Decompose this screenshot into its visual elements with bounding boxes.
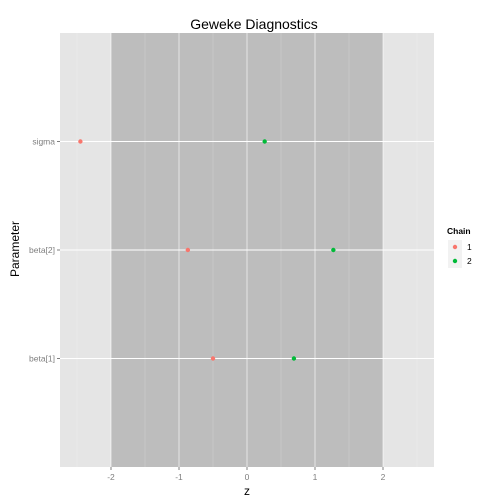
data-points — [78, 139, 336, 361]
x-axis: -2 -1 0 1 2 — [107, 467, 386, 482]
legend-label-chain-1: 1 — [467, 242, 472, 252]
plot-panel — [60, 33, 434, 467]
y-tick-label: sigma — [32, 137, 55, 147]
legend-key-chain-2 — [452, 258, 458, 264]
point-chain-1 — [185, 247, 191, 253]
chart-title: Geweke Diagnostics — [190, 16, 318, 32]
point-chain-1 — [210, 356, 216, 361]
y-tick-label: beta[2] — [29, 245, 55, 255]
x-tick-label: -2 — [107, 472, 115, 482]
x-tick-label: 0 — [245, 472, 250, 482]
y-axis: beta[1] beta[2] sigma — [29, 137, 60, 364]
point-chain-2 — [291, 356, 297, 361]
x-tick-label: -1 — [175, 472, 183, 482]
legend-title: Chain — [447, 226, 471, 236]
x-tick-label: 1 — [313, 472, 318, 482]
point-chain-1 — [78, 139, 83, 144]
x-axis-title: z — [244, 484, 250, 498]
legend-label-chain-2: 2 — [467, 256, 472, 266]
x-tick-label: 2 — [381, 472, 386, 482]
point-chain-2 — [262, 139, 267, 144]
y-axis-title: Parameter — [8, 221, 22, 277]
point-chain-2 — [331, 247, 336, 253]
legend: Chain 1 2 — [447, 226, 472, 268]
legend-key-chain-1 — [452, 244, 458, 250]
y-tick-label: beta[1] — [29, 354, 55, 364]
